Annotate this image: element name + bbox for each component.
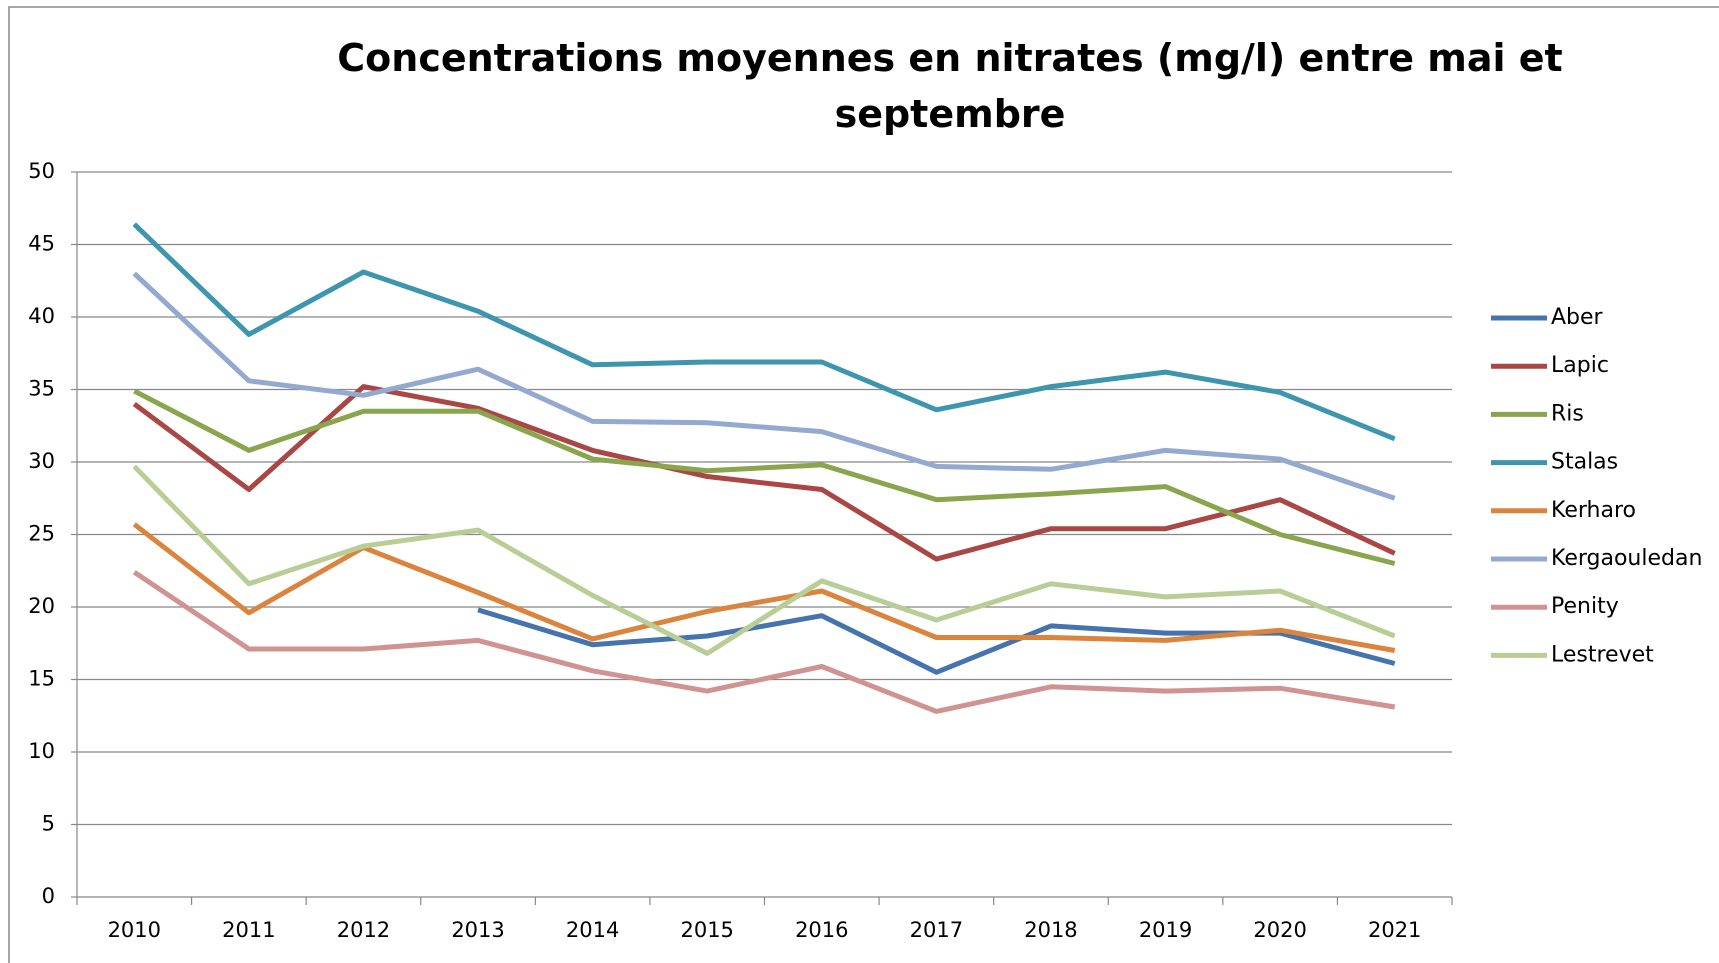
chart-title: Concentrations moyennes en nitrates (mg/… bbox=[337, 36, 1563, 136]
series-line bbox=[132, 222, 1396, 442]
series-line bbox=[132, 570, 1396, 714]
x-tick-label: 2017 bbox=[910, 918, 963, 942]
x-tick-label: 2019 bbox=[1139, 918, 1192, 942]
chart-border bbox=[8, 6, 1719, 963]
x-tick-label: 2014 bbox=[566, 918, 619, 942]
y-tick-label: 45 bbox=[28, 232, 55, 256]
y-tick-label: 40 bbox=[28, 304, 55, 328]
series-line bbox=[132, 271, 1396, 501]
x-tick-label: 2018 bbox=[1024, 918, 1077, 942]
legend-label: Ris bbox=[1551, 401, 1584, 426]
legend-label: Lestrevet bbox=[1551, 642, 1654, 667]
y-tick-label: 25 bbox=[28, 522, 55, 546]
x-tick-label: 2011 bbox=[222, 918, 275, 942]
x-tick-label: 2021 bbox=[1368, 918, 1421, 942]
legend-label: Penity bbox=[1551, 594, 1619, 619]
y-tick-label: 50 bbox=[28, 159, 55, 183]
legend-label: Stalas bbox=[1551, 450, 1618, 475]
y-tick-label: 5 bbox=[42, 812, 55, 836]
legend-label: Lapic bbox=[1551, 353, 1609, 378]
legend-label: Kergaouledan bbox=[1551, 546, 1702, 571]
x-tick-label: 2015 bbox=[680, 918, 733, 942]
y-tick-label: 35 bbox=[28, 377, 55, 401]
legend-label: Kerharo bbox=[1551, 498, 1636, 523]
x-tick-label: 2012 bbox=[337, 918, 390, 942]
series-line bbox=[133, 388, 1396, 566]
y-tick-label: 20 bbox=[28, 594, 55, 618]
y-tick-label: 30 bbox=[28, 449, 55, 473]
y-tick-label: 10 bbox=[28, 739, 55, 763]
series-line bbox=[132, 384, 1396, 562]
series-line bbox=[132, 522, 1396, 653]
x-tick-label: 2013 bbox=[451, 918, 504, 942]
x-tick-label: 2010 bbox=[108, 918, 161, 942]
y-tick-label: 15 bbox=[28, 667, 55, 691]
legend-label: Aber bbox=[1551, 305, 1604, 330]
series-line bbox=[132, 464, 1396, 656]
y-tick-label: 0 bbox=[42, 884, 55, 908]
x-tick-label: 2016 bbox=[795, 918, 848, 942]
x-tick-label: 2020 bbox=[1253, 918, 1306, 942]
